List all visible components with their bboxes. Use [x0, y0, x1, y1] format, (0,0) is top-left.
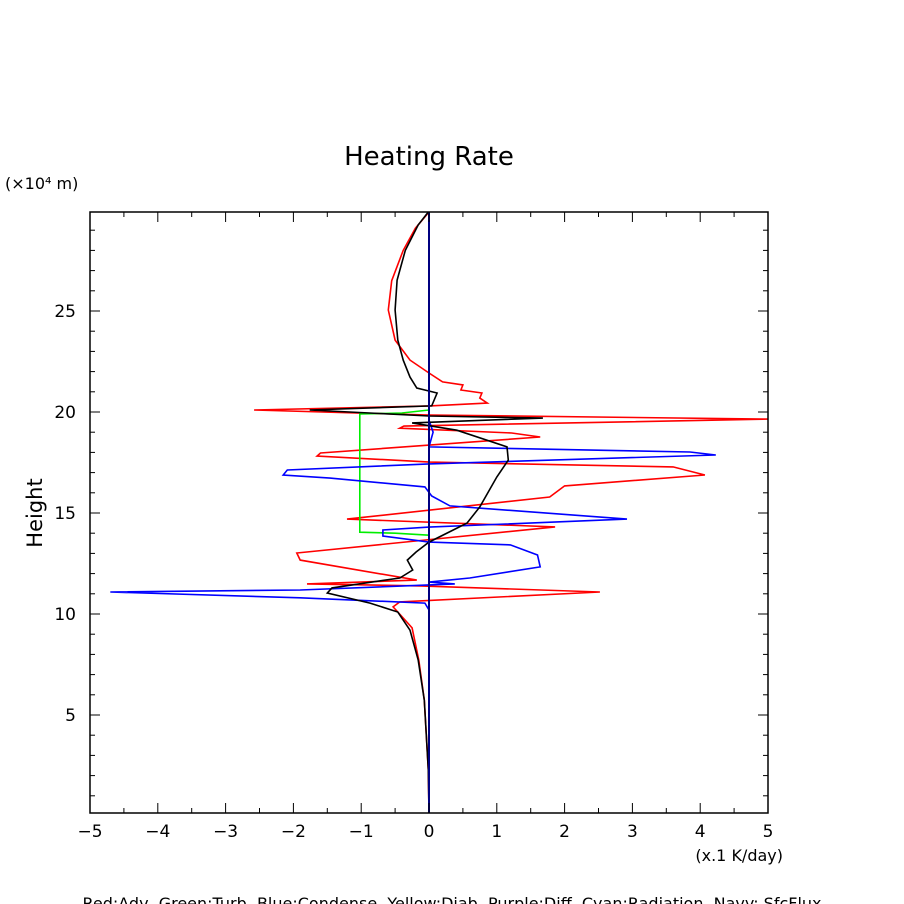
legend-text: Red:Adv, Green:Turb, Blue:Condense, Yell… — [82, 894, 821, 904]
axes-layer: −5 −4 −3 −2 −1 0 1 2 3 4 5 5 10 15 20 25 — [54, 211, 774, 842]
y-tick-label: 20 — [54, 403, 76, 423]
y-tick-label: 5 — [65, 706, 76, 726]
x-axis-label: (x.1 K/day) — [695, 846, 783, 865]
x-tick-label: −5 — [77, 822, 102, 842]
series-line-turb — [358, 409, 430, 536]
series-layer — [110, 211, 769, 814]
series-line-adv — [254, 211, 769, 814]
y-axis-label: Height — [23, 478, 47, 547]
y-tick-label: 10 — [54, 605, 76, 625]
y-tick-label: 15 — [54, 504, 76, 524]
x-tick-label: −3 — [213, 822, 238, 842]
series-line-condense — [110, 419, 716, 813]
series-line-total — [309, 211, 543, 814]
x-tick-label: 2 — [559, 822, 570, 842]
x-tick-label: −1 — [349, 822, 374, 842]
x-tick-label: 5 — [763, 822, 774, 842]
x-tick-label: 1 — [491, 822, 502, 842]
x-tick-label: 3 — [627, 822, 638, 842]
x-tick-label: −4 — [145, 822, 170, 842]
chart-title: Heating Rate — [344, 142, 514, 172]
y-tick-label: 25 — [54, 302, 76, 322]
x-tick-label: 0 — [424, 822, 435, 842]
x-tick-label: 4 — [695, 822, 706, 842]
x-tick-label: −2 — [281, 822, 306, 842]
y-unit-label: (×10⁴ m) — [5, 174, 78, 193]
